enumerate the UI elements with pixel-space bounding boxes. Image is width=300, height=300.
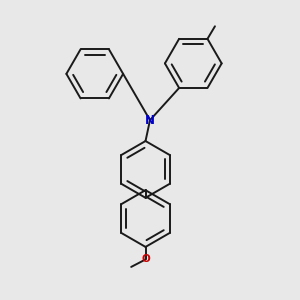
Text: O: O [141,254,150,265]
Text: N: N [145,114,155,127]
